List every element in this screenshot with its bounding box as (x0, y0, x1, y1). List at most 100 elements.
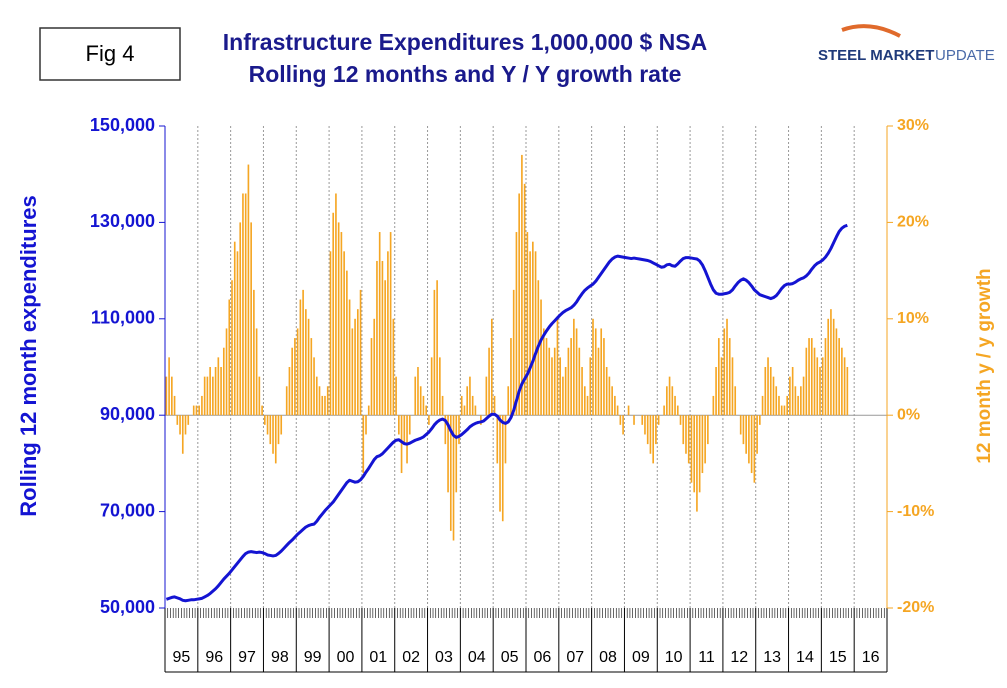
bar (425, 405, 427, 416)
bar (433, 289, 436, 416)
bar (641, 415, 644, 425)
bar (707, 415, 709, 445)
x-tick-label: 15 (829, 649, 847, 666)
x-tick-label: 00 (337, 649, 355, 666)
bar (203, 376, 206, 416)
bar (501, 415, 504, 522)
bar (499, 415, 501, 512)
x-tick-label: 07 (566, 649, 584, 666)
bar (690, 415, 693, 483)
bar (761, 395, 764, 416)
bar (274, 415, 277, 464)
bar (222, 347, 225, 416)
bar (649, 415, 652, 454)
bar (184, 415, 187, 435)
bar (548, 347, 551, 416)
bar (447, 415, 449, 493)
bar (619, 415, 622, 425)
bar (359, 289, 362, 416)
y2-tick-label: 30% (897, 117, 929, 134)
logo-sub: UPDATE (935, 47, 995, 64)
bar (362, 415, 365, 474)
bar (764, 367, 767, 416)
x-tick-label: 12 (730, 649, 748, 666)
bar (693, 415, 696, 493)
bar (800, 386, 802, 416)
bar (315, 376, 318, 416)
bar (622, 415, 624, 435)
bar (214, 367, 217, 416)
bar (767, 357, 769, 416)
bar (696, 415, 698, 512)
bar (559, 357, 562, 416)
bar (381, 260, 384, 416)
bar (176, 415, 179, 425)
bar (307, 318, 310, 416)
bar (515, 232, 518, 416)
bar (841, 347, 843, 416)
bar (715, 367, 717, 416)
bar (810, 338, 813, 416)
x-tick-label: 09 (632, 649, 650, 666)
bar (676, 405, 679, 416)
bar (797, 395, 799, 416)
bar (171, 376, 173, 416)
bar (417, 367, 419, 416)
bar (830, 309, 832, 416)
bar (646, 415, 649, 445)
bar (395, 376, 397, 416)
bar (666, 386, 668, 416)
bar (605, 367, 608, 416)
bar (400, 415, 403, 474)
bar (187, 415, 190, 425)
bar (616, 405, 619, 416)
bar (578, 347, 581, 416)
bar (493, 395, 496, 416)
bar (233, 241, 236, 416)
bar (750, 415, 753, 474)
x-tick-label: 16 (862, 649, 880, 666)
bar (419, 386, 422, 416)
bar (212, 376, 214, 416)
bar (354, 318, 356, 416)
bar (512, 289, 515, 416)
bar (745, 415, 747, 454)
bar (337, 222, 340, 416)
bar (220, 367, 222, 416)
bar (759, 415, 761, 425)
bar (324, 395, 326, 416)
x-tick-label: 03 (435, 649, 453, 666)
bar (581, 367, 583, 416)
bar (392, 318, 395, 416)
bar (378, 232, 381, 416)
bar (458, 415, 460, 445)
bar (455, 415, 458, 493)
bar (285, 386, 288, 416)
bar (802, 376, 805, 416)
bar (343, 251, 345, 416)
bar (463, 405, 466, 416)
x-tick-label: 06 (534, 649, 552, 666)
fig-label: Fig 4 (86, 41, 135, 66)
bar (264, 415, 266, 425)
bar (545, 338, 548, 416)
bar (674, 395, 676, 416)
bar (370, 338, 373, 416)
bar (655, 415, 657, 445)
bar (731, 357, 734, 416)
bar (408, 415, 411, 435)
x-tick-label: 05 (501, 649, 519, 666)
bar (583, 386, 586, 416)
bar (518, 193, 520, 416)
bar (356, 309, 359, 416)
bar (471, 395, 474, 416)
bar (614, 395, 616, 416)
y2-tick-label: -10% (897, 503, 934, 520)
bar (717, 338, 720, 416)
bar (783, 405, 786, 416)
x-tick-label: 95 (173, 649, 191, 666)
fig-box (39, 27, 181, 81)
bar (742, 415, 745, 445)
bar (192, 405, 195, 416)
